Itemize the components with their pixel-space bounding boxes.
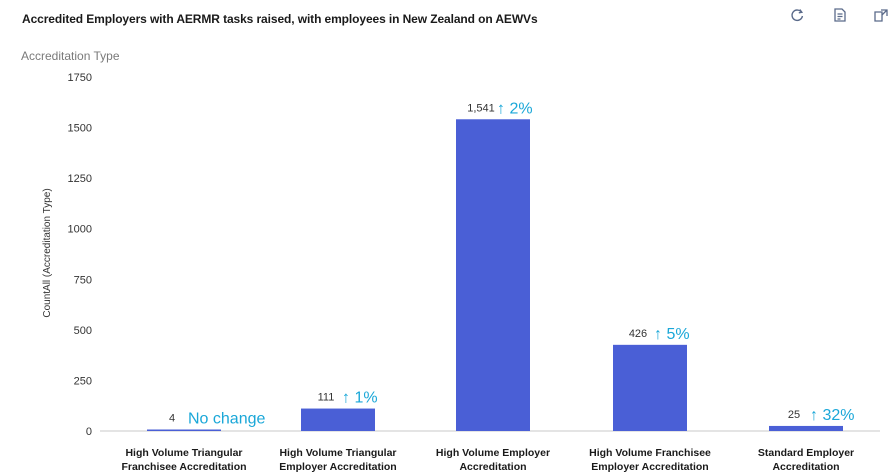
- value-label: 111: [318, 392, 335, 404]
- change-label: ↑ 5%: [654, 326, 690, 343]
- y-tick-label: 1250: [68, 173, 92, 185]
- category-label: Standard Employer: [758, 447, 854, 459]
- change-label: ↑ 2%: [497, 100, 533, 117]
- category-label: Accreditation: [772, 461, 839, 473]
- y-tick-label: 0: [86, 426, 92, 438]
- category-label: Accreditation: [459, 461, 526, 473]
- chart-subtitle: Accreditation Type: [21, 49, 120, 63]
- category-label: High Volume Triangular: [125, 447, 242, 459]
- value-label: 4: [169, 413, 175, 425]
- y-tick-label: 1750: [68, 72, 92, 84]
- y-axis-label: CountAll (Accreditation Type): [42, 188, 53, 317]
- bar[interactable]: [613, 344, 687, 431]
- bar[interactable]: [769, 425, 843, 431]
- export-icon[interactable]: [832, 7, 848, 23]
- bar[interactable]: [147, 429, 221, 432]
- chart-title: Accredited Employers with AERMR tasks ra…: [22, 12, 538, 26]
- bars: [147, 119, 843, 432]
- category-label: High Volume Triangular: [279, 447, 396, 459]
- value-label: 25: [788, 409, 800, 421]
- value-label: 1,541: [467, 102, 495, 114]
- category-label: High Volume Franchisee: [589, 447, 711, 459]
- data-labels: 4 No change 111 ↑ 1% 1,541 ↑ 2% 426 ↑ 5% 25 ↑ 32%: [169, 100, 855, 427]
- change-label: No change: [188, 411, 265, 428]
- expand-icon[interactable]: [873, 7, 889, 23]
- y-tick-label: 250: [74, 375, 92, 387]
- bar[interactable]: [456, 119, 530, 432]
- value-label: 426: [629, 328, 647, 340]
- y-tick-label: 750: [74, 274, 92, 286]
- y-tick-label: 1000: [68, 224, 92, 236]
- refresh-icon[interactable]: [789, 7, 805, 23]
- category-label: Employer Accreditation: [591, 461, 708, 473]
- category-label: High Volume Employer: [436, 447, 550, 459]
- y-tick-label: 500: [74, 325, 92, 337]
- y-tick-label: 1500: [68, 123, 92, 135]
- category-label: Franchisee Accreditation: [121, 461, 246, 473]
- change-label: ↑ 1%: [342, 390, 378, 407]
- category-label: Employer Accreditation: [279, 461, 396, 473]
- x-axis-categories: High Volume Triangular Franchisee Accredi…: [121, 447, 854, 473]
- change-label: ↑ 32%: [810, 407, 854, 424]
- bar[interactable]: [301, 408, 375, 431]
